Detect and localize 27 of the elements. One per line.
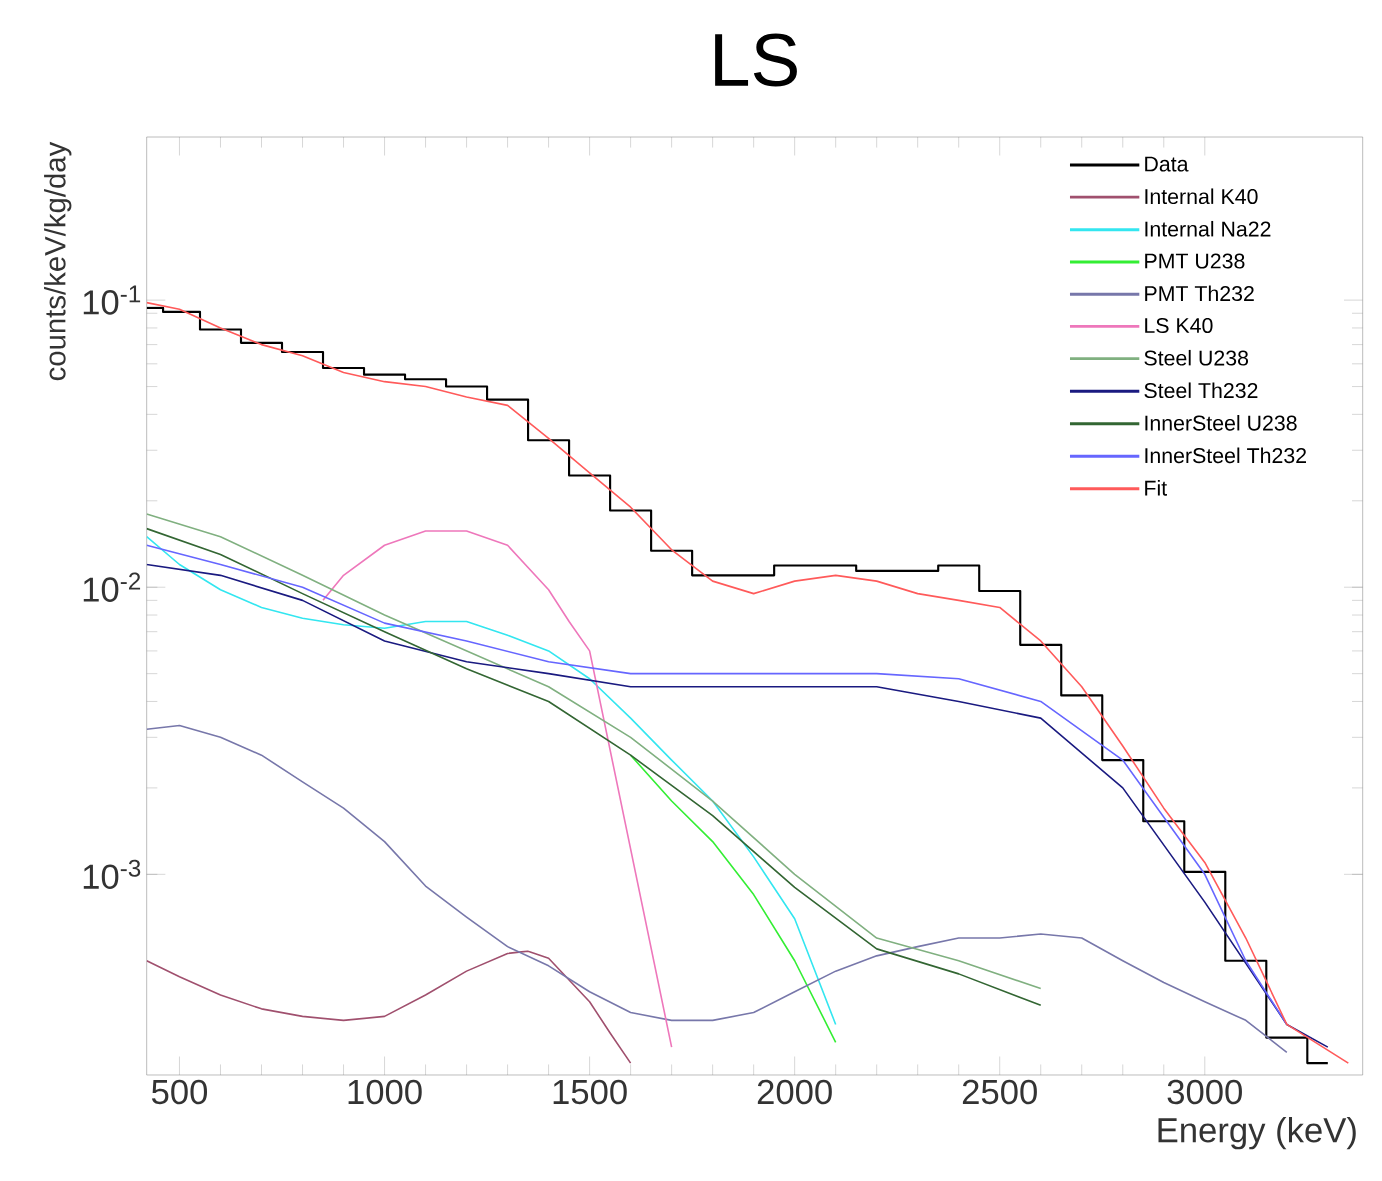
x-tick-label: 3000	[1167, 1079, 1242, 1105]
x-axis-title: Energy (keV)	[1158, 1117, 1356, 1150]
legend-label: PMT Th232	[1145, 285, 1254, 302]
y-tick-label: 10$^{-3}$	[83, 859, 141, 889]
legend-label: PMT U238	[1145, 253, 1245, 269]
y-tick-label: 10$^{-1}$	[83, 285, 141, 315]
line-series	[146, 724, 1288, 1054]
legend-label: Steel U238	[1144, 349, 1249, 366]
legend-label: Data	[1145, 156, 1189, 172]
legend-label: Fit	[1145, 480, 1167, 496]
x-tick-label: 1500	[553, 1079, 627, 1105]
legend-label: InnerSteel Th232	[1145, 447, 1306, 464]
legend-label: LS K40	[1145, 317, 1213, 334]
line-series	[322, 530, 673, 1048]
y-axis-title: counts/keV/kg/day	[44, 141, 72, 381]
legend-label: InnerSteel U238	[1145, 414, 1297, 431]
x-tick-label: 2000	[757, 1079, 832, 1105]
x-tick-label: 2500	[962, 1079, 1037, 1105]
line-series	[146, 950, 632, 1064]
line-series	[146, 535, 837, 1026]
chart-title: LS	[715, 33, 797, 87]
y-tick-label: 10$^{-2}$	[83, 572, 141, 602]
x-tick-label: 500	[151, 1079, 208, 1105]
x-tick-label: 1000	[348, 1079, 422, 1105]
legend-label: Internal Na22	[1145, 220, 1271, 237]
legend-label: Steel Th232	[1144, 382, 1258, 399]
legend-label: Internal K40	[1145, 188, 1258, 205]
